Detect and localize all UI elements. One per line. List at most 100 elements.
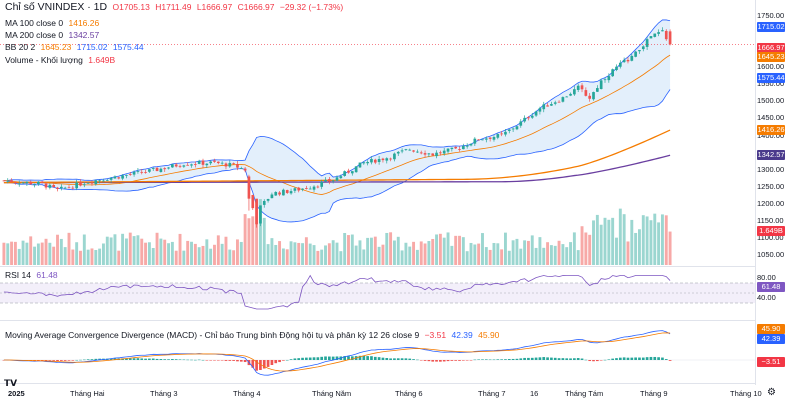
macd-histogram-bar (270, 360, 274, 366)
volume-bar (10, 241, 14, 265)
volume-bar (339, 251, 343, 265)
candle-body (618, 62, 622, 67)
candle-body (213, 160, 216, 162)
candle-body (573, 89, 576, 95)
price-axis-separator (755, 0, 756, 385)
volume-bar (98, 248, 102, 265)
volume-bar (668, 231, 672, 265)
volume-bar (519, 248, 523, 265)
main-legend[interactable]: Chỉ số VNINDEX · 1D O1705.13 H1711.49 L1… (5, 2, 346, 13)
macd-histogram-bar (412, 359, 415, 360)
candle-body (60, 186, 63, 189)
candle-body (661, 30, 664, 32)
candle-body (657, 32, 660, 34)
candle-body (603, 79, 607, 81)
candle-body (373, 159, 377, 163)
volume-bar (588, 234, 592, 265)
volume-bar (255, 199, 259, 265)
volume-bar (366, 237, 370, 265)
pane-separator-macd[interactable] (0, 320, 755, 321)
candle-body (431, 153, 435, 156)
macd-histogram-bar (71, 360, 75, 361)
macd-histogram-bar (442, 360, 446, 362)
rsi-legend[interactable]: RSI 14 61.48 (5, 270, 61, 281)
candle-body (358, 162, 362, 168)
candle-body (75, 182, 78, 189)
volume-bar (144, 242, 148, 265)
volume-bar (236, 239, 239, 265)
volume-bar (599, 224, 603, 265)
macd-histogram-bar (634, 357, 637, 360)
volume-bar (638, 229, 641, 265)
macd-histogram-bar (435, 360, 438, 362)
candle-body (140, 171, 144, 173)
candle-body (396, 151, 400, 154)
volume-bar (362, 249, 366, 265)
macd-histogram-bar (519, 358, 523, 360)
volume-bar (546, 242, 550, 265)
macd-histogram-bar (596, 360, 599, 362)
pane-separator-rsi[interactable] (0, 266, 755, 267)
candle-body (209, 161, 212, 164)
volume-bar (213, 244, 216, 265)
gear-icon[interactable]: ⚙ (767, 387, 776, 398)
ma100-legend[interactable]: MA 100 close 0 1416.26 (5, 18, 102, 29)
candle-body (79, 181, 82, 186)
volume-bar (354, 245, 358, 265)
volume-bar (140, 238, 144, 265)
macd-histogram-bar (592, 360, 595, 362)
macd-histogram-bar (454, 360, 458, 361)
candle-body (251, 194, 255, 209)
ma200-value: 1342.57 (68, 30, 100, 40)
volume-bar (266, 244, 270, 265)
volume-bar (660, 214, 664, 265)
tradingview-logo-icon[interactable]: 𝗧𝗩 (4, 378, 18, 388)
candle-body (10, 180, 13, 183)
macd-histogram-bar (419, 360, 423, 361)
candle-body (205, 163, 209, 166)
volume-bar (565, 247, 569, 265)
macd-hist-value: −3.51 (424, 330, 447, 340)
macd-histogram-bar (335, 356, 339, 360)
symbol-title[interactable]: Chỉ số VNINDEX · 1D (5, 1, 108, 13)
candle-body (350, 171, 354, 174)
ma200-legend[interactable]: MA 200 close 0 1342.57 (5, 30, 102, 41)
time-axis-label: Tháng 4 (233, 389, 261, 398)
rsi-badge: 61.48 (757, 282, 785, 293)
macd-histogram-bar (557, 358, 561, 360)
macd-histogram-bar (370, 356, 373, 360)
volume-bar (396, 236, 400, 265)
volume-bar (477, 243, 481, 265)
price-tick-label: 1250.00 (757, 181, 785, 191)
candle-body (492, 137, 496, 140)
volume-bar (392, 240, 396, 265)
candle-body (128, 174, 132, 175)
macd-histogram-bar (86, 359, 90, 360)
volume-legend[interactable]: Volume - Khối lượng 1.649B (5, 55, 118, 66)
macd-histogram-bar (48, 360, 52, 361)
rsi-value: 61.48 (36, 270, 58, 280)
bb-legend[interactable]: BB 20 2 1645.23 1715.02 1575.44 (5, 42, 147, 53)
candle-body (481, 139, 484, 141)
price-badge: 1416.26 (757, 125, 785, 136)
macd-badge: 45.90 (757, 324, 785, 334)
volume-bar (40, 242, 44, 265)
volume-bar (262, 217, 266, 265)
candle-body (312, 186, 316, 190)
macd-histogram-bar (186, 359, 190, 361)
macd-histogram-bar (546, 357, 549, 360)
volume-bar (320, 249, 324, 265)
volume-bar (132, 236, 136, 265)
volume-bar (595, 214, 599, 265)
candle-body (297, 187, 301, 191)
candle-body (194, 164, 197, 165)
candle-body (370, 158, 373, 163)
rsi-label: RSI 14 (5, 270, 31, 280)
macd-legend[interactable]: Moving Average Convergence Divergence (M… (5, 330, 502, 341)
macd-histogram-bar (542, 357, 546, 360)
candle-body (121, 175, 124, 179)
ohlc-open: O1705.13 (112, 2, 150, 12)
volume-bar (465, 251, 469, 265)
volume-bar (239, 241, 243, 265)
